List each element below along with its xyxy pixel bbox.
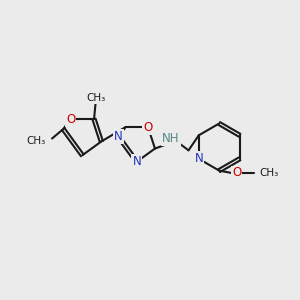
Text: CH₃: CH₃ xyxy=(86,94,105,103)
Text: O: O xyxy=(232,167,242,179)
Text: O: O xyxy=(66,112,75,126)
Text: CH₃: CH₃ xyxy=(260,168,279,178)
Text: N: N xyxy=(114,130,123,143)
Text: N: N xyxy=(132,155,141,168)
Text: O: O xyxy=(143,121,153,134)
Text: CH₃: CH₃ xyxy=(26,136,46,146)
Text: NH: NH xyxy=(162,132,180,145)
Text: N: N xyxy=(194,152,203,165)
